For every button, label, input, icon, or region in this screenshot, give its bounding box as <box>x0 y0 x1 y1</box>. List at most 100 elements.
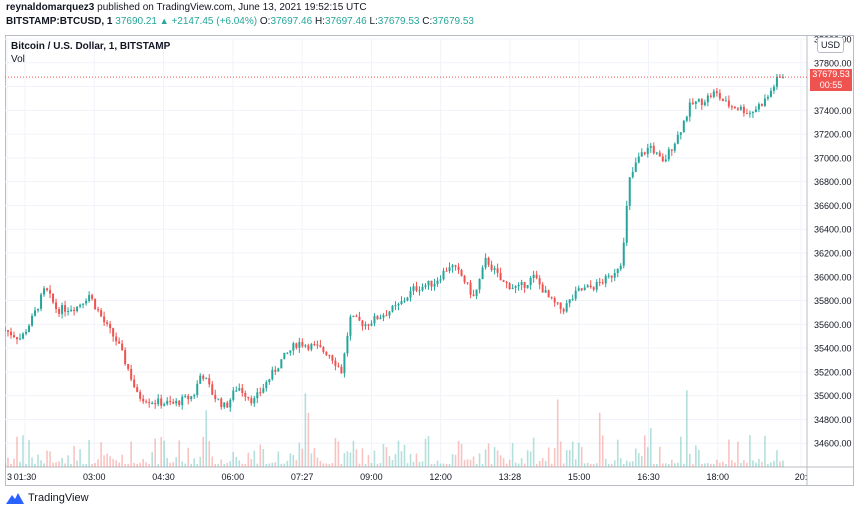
candle-body <box>586 285 589 288</box>
candle-body <box>577 288 580 291</box>
candle-body <box>667 149 670 160</box>
candle-body <box>571 298 574 300</box>
candle-body <box>391 305 394 312</box>
candle-body <box>229 399 232 408</box>
candle-body <box>481 267 484 279</box>
volume-bar <box>253 450 256 467</box>
volume-bar <box>481 463 484 467</box>
candle-body <box>691 102 694 104</box>
candle-body <box>427 280 430 286</box>
volume-bar <box>674 463 676 467</box>
candle-body <box>442 270 445 280</box>
volume-bar <box>46 450 48 467</box>
candle-body <box>769 90 772 97</box>
candle-body <box>358 316 361 321</box>
volume-bar <box>22 435 24 467</box>
volume-bar <box>358 463 361 467</box>
candle-body <box>160 398 163 406</box>
volume-bar <box>755 462 757 467</box>
volume-bar <box>430 463 433 467</box>
volume-bar <box>701 464 703 467</box>
candle-body <box>25 331 28 334</box>
volume-bar <box>716 459 718 467</box>
candle-body <box>190 396 193 400</box>
candle-body <box>277 368 280 372</box>
volume-bar <box>728 439 730 467</box>
up-triangle-icon: ▲ <box>159 16 169 26</box>
candle-body <box>106 322 109 324</box>
candle-body <box>322 347 325 352</box>
candle-body <box>730 106 733 108</box>
volume-bar <box>370 463 373 467</box>
candle-body <box>157 398 160 405</box>
candle-body <box>772 86 775 91</box>
candle-body <box>103 316 106 323</box>
volume-bar <box>346 451 349 467</box>
candle-body <box>727 100 730 107</box>
volume-bar <box>247 452 250 467</box>
volume-bar <box>505 463 508 467</box>
candle-body <box>736 108 739 110</box>
volume-bar <box>586 462 589 467</box>
volume-bar <box>538 460 541 467</box>
candle-body <box>400 301 403 305</box>
candle-body <box>241 388 244 393</box>
volume-bar <box>190 463 193 467</box>
volume-bar <box>619 458 622 467</box>
candle-body <box>505 281 508 284</box>
x-tick-label: 01:30 <box>14 472 37 482</box>
candle-body <box>379 317 382 320</box>
published-text: published on TradingView.com, June 13, 2… <box>97 2 367 13</box>
candle-body <box>517 285 520 287</box>
candle-body <box>433 283 436 287</box>
last-price: 37690.21 <box>115 16 157 27</box>
candle-body <box>259 392 262 394</box>
volume-bar <box>680 436 682 467</box>
volume-bar <box>391 460 394 467</box>
candle-body <box>511 287 514 290</box>
volume-bar <box>655 463 658 467</box>
candle-body <box>625 205 628 243</box>
volume-bar <box>589 463 592 467</box>
y-tick-label: 36200.00 <box>814 249 852 259</box>
volume-bar <box>713 463 715 467</box>
candle-body <box>637 156 640 163</box>
candle-body <box>73 309 76 312</box>
volume-bar <box>289 453 292 467</box>
currency-button[interactable]: USD <box>817 37 845 53</box>
candle-body <box>283 352 286 360</box>
candle-body <box>124 350 127 365</box>
volume-bar <box>349 452 352 467</box>
volume-bar <box>634 448 637 467</box>
volume-bar <box>409 454 412 467</box>
candle-body <box>709 95 712 97</box>
volume-bar <box>181 461 184 467</box>
candle-body <box>715 91 718 94</box>
volume-bar <box>118 462 120 467</box>
volume-bar <box>151 452 153 467</box>
volume-bar <box>421 461 424 467</box>
volume-bar <box>124 463 126 467</box>
publisher-name: reynaldomarquez3 <box>6 2 95 13</box>
candle-body <box>589 285 592 288</box>
volume-bar <box>64 463 66 467</box>
candle-body <box>742 106 745 114</box>
open-label: O: <box>259 16 271 27</box>
y-tick-label: 35000.00 <box>814 391 852 401</box>
volume-bar <box>499 455 502 467</box>
volume-bar <box>595 463 598 467</box>
candle-body <box>661 156 664 162</box>
candle-body <box>604 275 607 284</box>
volume-bar <box>767 463 769 467</box>
candle-body <box>19 338 22 340</box>
candle-body <box>412 286 415 291</box>
candle-body <box>547 290 550 298</box>
candle-body <box>136 387 139 392</box>
x-tick-label: 18:00 <box>706 472 729 482</box>
candle-body <box>592 287 595 290</box>
price-chart[interactable]: 38000.0037800.0037600.0037400.0037200.00… <box>5 35 854 486</box>
candle-body <box>634 162 637 172</box>
x-tick-label: 03:00 <box>83 472 106 482</box>
candle-body <box>178 400 181 406</box>
volume-bar <box>442 463 445 467</box>
